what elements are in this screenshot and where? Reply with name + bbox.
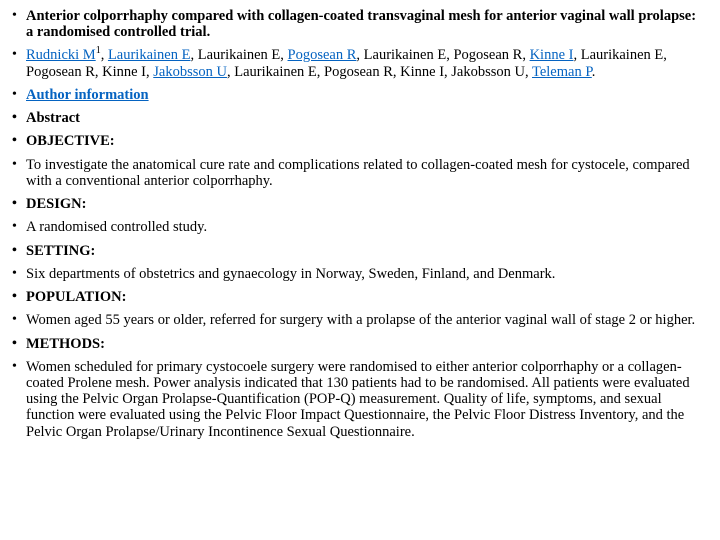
author-link-3[interactable]: Pogosean R bbox=[288, 47, 357, 63]
authors-plain-1: , Laurikainen E, bbox=[190, 47, 287, 63]
author-link-5[interactable]: Jakobsson U bbox=[153, 64, 227, 80]
authors-item: Rudnicki M1 , Laurikainen E, Laurikainen … bbox=[12, 47, 702, 79]
author-affil-sup: 1 bbox=[96, 46, 101, 57]
population-label: POPULATION: bbox=[12, 289, 702, 305]
setting-label: SETTING: bbox=[12, 243, 702, 259]
authors-tail: . bbox=[592, 64, 596, 80]
author-link-2[interactable]: Laurikainen E bbox=[108, 47, 191, 63]
author-link-4[interactable]: Kinne I bbox=[530, 47, 574, 63]
author-link-1[interactable]: Rudnicki M bbox=[26, 47, 96, 63]
author-info-item: Author information bbox=[12, 87, 702, 103]
author-link-6[interactable]: Teleman P bbox=[532, 64, 592, 80]
population-text: Women aged 55 years or older, referred f… bbox=[12, 312, 702, 328]
design-label: DESIGN: bbox=[12, 196, 702, 212]
objective-text: To investigate the anatomical cure rate … bbox=[12, 157, 702, 189]
methods-label: METHODS: bbox=[12, 336, 702, 352]
article-title: Anterior colporrhaphy compared with coll… bbox=[26, 8, 696, 40]
title-item: Anterior colporrhaphy compared with coll… bbox=[12, 8, 702, 40]
authors-plain-4: , Laurikainen E, Pogosean R, Kinne I, Ja… bbox=[227, 64, 532, 80]
objective-label: OBJECTIVE: bbox=[12, 133, 702, 149]
authors-plain-2: , Laurikainen E, Pogosean R, bbox=[356, 47, 529, 63]
abstract-label: Abstract bbox=[12, 110, 702, 126]
author-information-link[interactable]: Author information bbox=[26, 87, 149, 103]
abstract-list: Anterior colporrhaphy compared with coll… bbox=[12, 8, 702, 440]
setting-text: Six departments of obstetrics and gynaec… bbox=[12, 266, 702, 282]
design-text: A randomised controlled study. bbox=[12, 219, 702, 235]
methods-text: Women scheduled for primary cystocoele s… bbox=[12, 359, 702, 440]
